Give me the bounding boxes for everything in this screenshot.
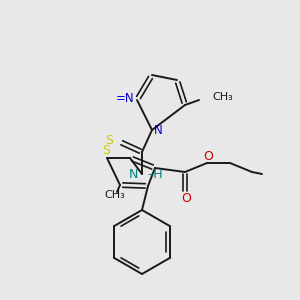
Text: O: O	[203, 149, 213, 163]
Text: CH₃: CH₃	[212, 92, 233, 102]
Text: S: S	[102, 143, 110, 157]
Text: N: N	[154, 124, 163, 137]
Text: –H: –H	[147, 167, 163, 181]
Text: CH₃: CH₃	[105, 190, 125, 200]
Text: =N: =N	[116, 92, 134, 106]
Text: N: N	[129, 167, 138, 181]
Text: S: S	[105, 134, 113, 148]
Text: O: O	[181, 193, 191, 206]
